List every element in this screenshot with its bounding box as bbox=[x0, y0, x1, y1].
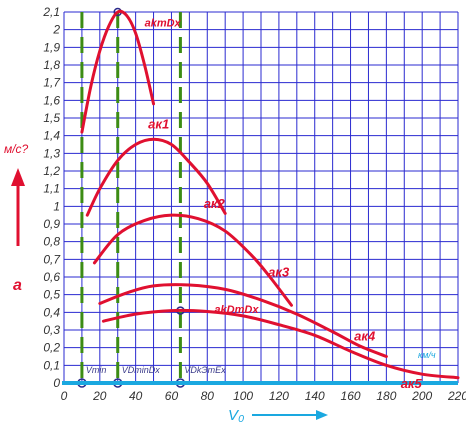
x-tick-label: 140 bbox=[305, 389, 325, 403]
y-tick-label: 0,5 bbox=[43, 288, 60, 302]
y-tick-label: 1,3 bbox=[43, 146, 60, 160]
series-label: aк2 bbox=[204, 196, 226, 211]
series-line bbox=[92, 213, 293, 307]
series-curves bbox=[80, 9, 460, 380]
y-tick-label: 2,1 bbox=[42, 5, 60, 19]
y-tick-label: 2 bbox=[52, 23, 60, 37]
y-tick-label: 0,4 bbox=[43, 305, 60, 319]
x-tick-label: 200 bbox=[411, 389, 432, 403]
x-tick-labels: 0 20 40 60 80 100 120 140 160 180 200 220 bbox=[61, 389, 466, 403]
y-tick-label: 1,1 bbox=[43, 182, 60, 196]
x-tick-label: 220 bbox=[447, 389, 466, 403]
y-tick-label: 0,1 bbox=[43, 358, 60, 372]
vertical-marker-label: Vmin bbox=[86, 365, 107, 375]
y-axis-arrow-icon bbox=[11, 168, 25, 246]
vertical-marker-label: VDkЭmEx bbox=[184, 365, 226, 375]
y-tick-label: 0,9 bbox=[43, 217, 60, 231]
y-tick-label: 0,8 bbox=[43, 235, 60, 249]
y-tick-label: 1,8 bbox=[43, 58, 60, 72]
x-tick-label: 120 bbox=[269, 389, 289, 403]
x-tick-label: 60 bbox=[165, 389, 179, 403]
x-axis-label: V₀ bbox=[228, 407, 244, 424]
x-unit-label: км/ч bbox=[418, 350, 436, 360]
grid bbox=[63, 11, 459, 384]
y-tick-label: 0,7 bbox=[43, 252, 61, 266]
y-unit-label: м/с? bbox=[4, 142, 29, 156]
x-tick-label: 20 bbox=[92, 389, 107, 403]
y-tick-label: 0,2 bbox=[43, 341, 60, 355]
series-label: aк1 bbox=[148, 116, 169, 131]
annotation-label: akDmDx bbox=[214, 304, 259, 316]
y-tick-label: 1,5 bbox=[43, 111, 60, 125]
annotation-label: akmDx bbox=[145, 18, 182, 30]
vertical-markers: Vmin VDminDx VDkЭmEx bbox=[77, 7, 226, 388]
series-line bbox=[85, 137, 227, 217]
series-labels: aк1 aк2 aк3 aк4 aк5 akmDx akDmDx bbox=[145, 18, 423, 391]
series-label: aк4 bbox=[354, 328, 376, 343]
x-tick-label: 80 bbox=[201, 389, 215, 403]
y-tick-label: 1,9 bbox=[43, 40, 60, 54]
y-tick-label: 0 bbox=[53, 376, 60, 390]
y-tick-labels: 0 0,1 0,2 0,3 0,4 0,5 0,6 0,7 0,8 0,9 1 1,1 1,2 1,3 1,… bbox=[42, 5, 61, 390]
x-tick-label: 100 bbox=[233, 389, 253, 403]
series-label: aк5 bbox=[401, 376, 423, 391]
y-tick-label: 1,6 bbox=[43, 93, 60, 107]
x-axis-arrow-icon bbox=[252, 410, 328, 420]
y-tick-label: 1,7 bbox=[43, 76, 61, 90]
series-label: aк3 bbox=[268, 265, 290, 280]
x-tick-label: 180 bbox=[376, 389, 396, 403]
y-tick-label: 0,6 bbox=[43, 270, 60, 284]
vertical-marker-label: VDminDx bbox=[122, 365, 161, 375]
y-tick-label: 1,4 bbox=[43, 129, 60, 143]
y-axis-label: a bbox=[13, 277, 22, 294]
series-line bbox=[101, 308, 460, 380]
y-tick-label: 0,3 bbox=[43, 323, 60, 337]
x-tick-label: 0 bbox=[61, 389, 68, 403]
x-tick-label: 40 bbox=[129, 389, 143, 403]
x-tick-label: 160 bbox=[341, 389, 361, 403]
series-line bbox=[98, 283, 388, 358]
y-tick-label: 1,2 bbox=[43, 164, 60, 178]
y-tick-label: 1 bbox=[53, 199, 60, 213]
series-line bbox=[80, 9, 156, 134]
